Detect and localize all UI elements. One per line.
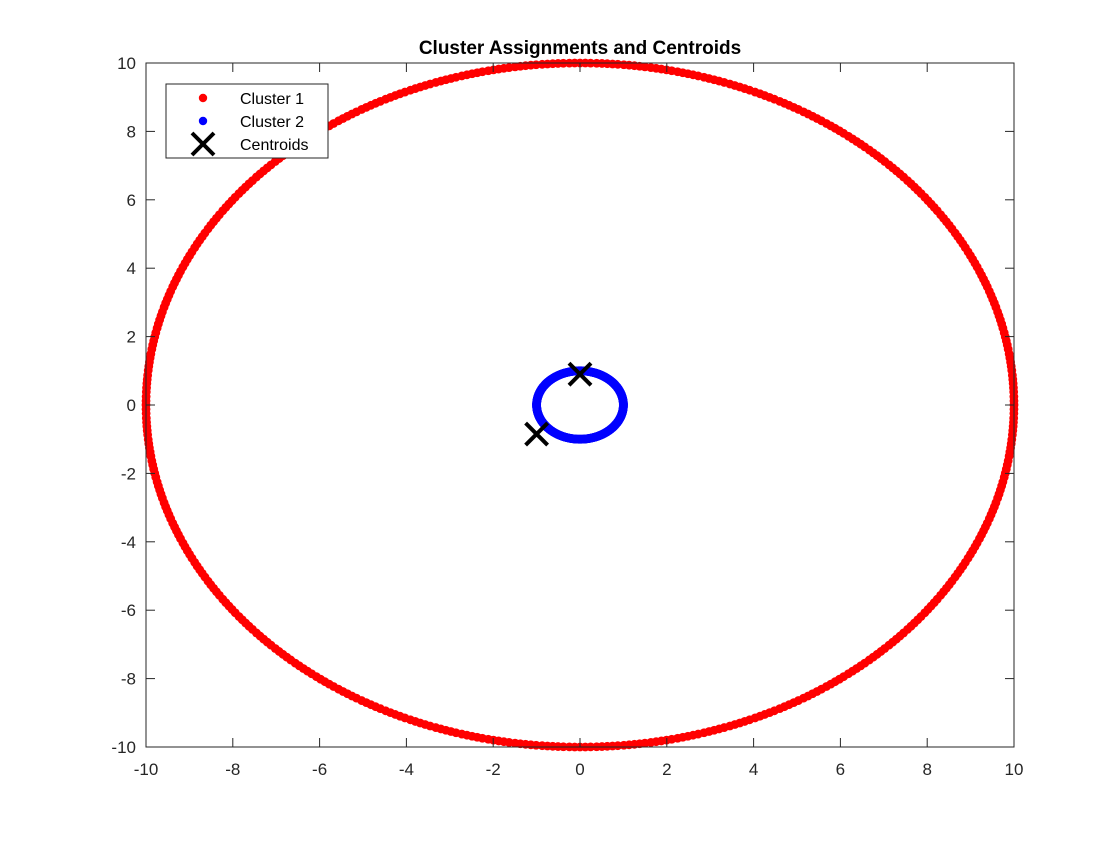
y-tick-label: 10 <box>117 54 136 73</box>
x-tick-label: 8 <box>922 760 931 779</box>
x-tick-label: -10 <box>134 760 159 779</box>
data-point <box>618 401 628 410</box>
y-tick-label: -6 <box>121 601 136 620</box>
x-tick-label: 4 <box>749 760 758 779</box>
x-tick-label: -8 <box>225 760 240 779</box>
series-cluster-1 <box>141 58 1019 752</box>
centroid-stroke <box>524 421 550 447</box>
centroid-marker <box>567 361 593 387</box>
y-tick-label: -2 <box>121 464 136 483</box>
centroid-marker <box>524 421 550 447</box>
y-tick-label: 6 <box>127 191 136 210</box>
legend-box <box>165 83 329 159</box>
y-tick-label: 2 <box>127 328 136 347</box>
legend-label-cluster-2: Cluster 2 <box>240 114 304 131</box>
x-tick-label: -2 <box>486 760 501 779</box>
x-tick-label: 2 <box>662 760 671 779</box>
legend-marker-cluster-2 <box>198 116 208 126</box>
y-tick-label: -10 <box>111 738 136 757</box>
y-tick-label: -8 <box>121 670 136 689</box>
centroid-stroke <box>567 361 593 387</box>
centroid-layer <box>524 361 593 447</box>
x-tick-label: 6 <box>836 760 845 779</box>
axes-background <box>146 63 1014 747</box>
legend-label-centroids: Centroids <box>240 137 308 154</box>
x-tick-label: -6 <box>312 760 327 779</box>
y-tick-label: 0 <box>127 396 136 415</box>
y-tick-label: 4 <box>127 259 136 278</box>
x-tick-label: 10 <box>1005 760 1024 779</box>
chart-title: Cluster Assignments and Centroids <box>419 38 741 59</box>
y-tick-label: 8 <box>127 122 136 141</box>
legend-marker-cluster-1 <box>198 93 208 103</box>
y-tick-label: -4 <box>121 533 136 552</box>
legend-marker-centroids <box>190 131 216 157</box>
legend-label-cluster-1: Cluster 1 <box>240 91 304 108</box>
legend[interactable]: Cluster 1 Cluster 2 Centroids <box>165 83 329 159</box>
x-tick-label: -4 <box>399 760 414 779</box>
tick-layer: -10 -8 -6 -4 -2 0 2 4 6 8 10 -10 -8 -6 -4 -2 0 2 4 6 8 10 <box>111 54 1023 779</box>
x-tick-label: 0 <box>575 760 584 779</box>
